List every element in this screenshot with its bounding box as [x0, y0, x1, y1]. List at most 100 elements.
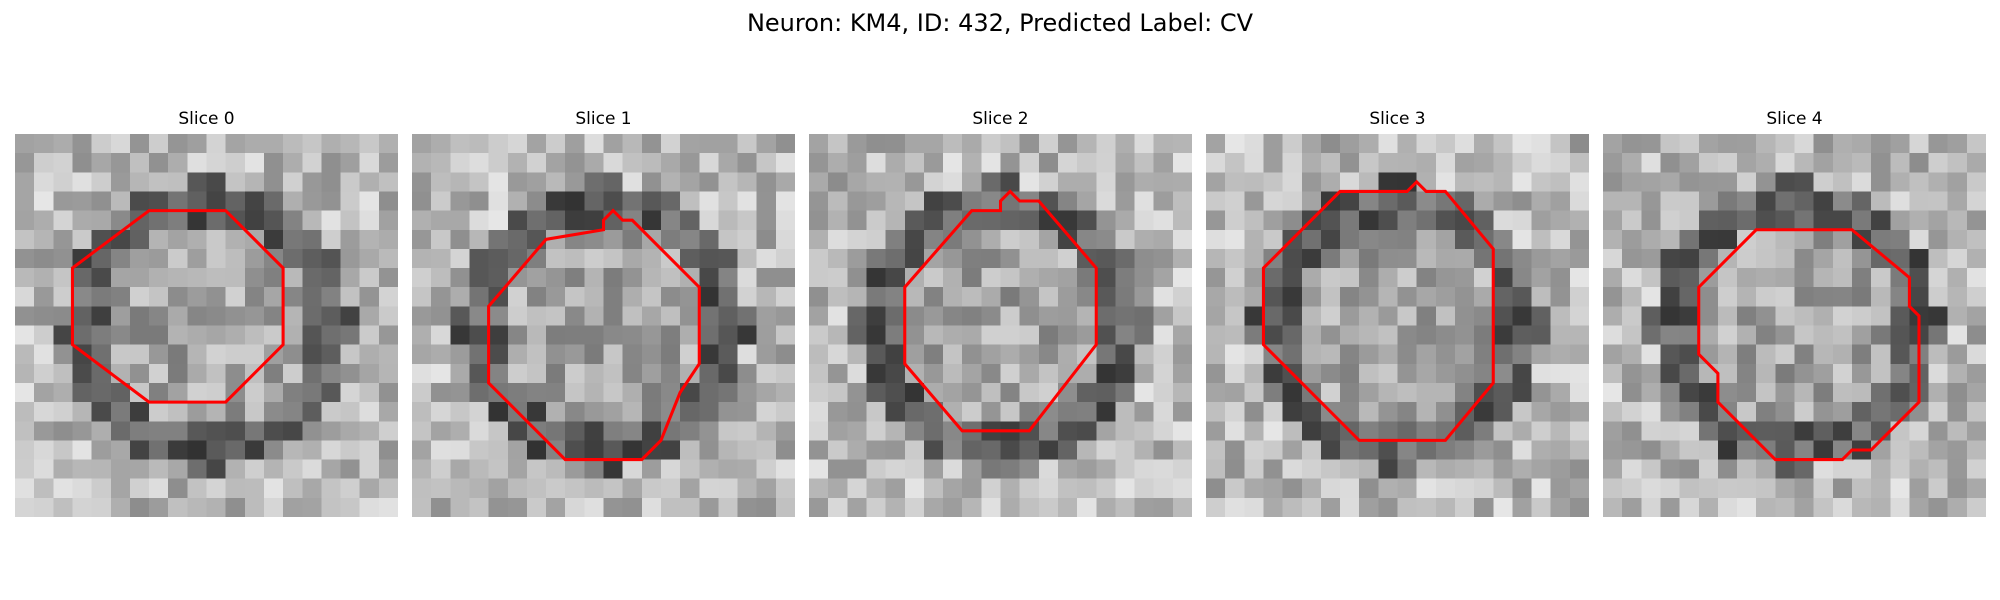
pixel	[1890, 306, 1910, 326]
pixel	[1416, 478, 1437, 499]
pixel	[756, 344, 777, 365]
pixel	[187, 459, 207, 480]
pixel	[488, 153, 509, 173]
pixel	[1775, 440, 1795, 460]
pixel	[283, 459, 303, 480]
pixel	[1263, 153, 1283, 173]
pixel	[1000, 172, 1021, 192]
pixel	[149, 210, 169, 231]
pixel	[1569, 172, 1589, 192]
pixel	[866, 325, 886, 346]
pixel	[412, 172, 432, 192]
pixel	[1947, 134, 1968, 154]
pixel	[1641, 363, 1661, 384]
pixel	[450, 478, 470, 499]
pixel	[15, 363, 35, 384]
pixel	[981, 382, 1001, 403]
pixel	[283, 210, 303, 231]
pixel	[775, 440, 795, 460]
pixel	[225, 191, 246, 211]
pixel	[546, 382, 566, 403]
pixel	[565, 459, 585, 480]
pixel	[546, 172, 566, 192]
pixel	[1206, 134, 1226, 154]
pixel	[775, 268, 795, 288]
pixel	[206, 268, 227, 288]
pixel	[149, 440, 169, 460]
pixel	[866, 268, 886, 288]
pixel	[1603, 459, 1623, 480]
pixel	[1115, 210, 1135, 231]
pixel	[699, 363, 719, 384]
pixel	[699, 172, 719, 192]
pixel	[340, 402, 361, 422]
pixel	[1737, 306, 1757, 326]
pixel	[450, 248, 470, 269]
pixel	[53, 153, 73, 173]
pixel	[34, 229, 54, 250]
pixel	[981, 325, 1001, 346]
pixel	[450, 306, 470, 326]
pixel	[1172, 229, 1192, 250]
pixel	[737, 344, 758, 365]
pixel	[1134, 402, 1155, 422]
pixel	[1622, 287, 1642, 307]
pixel	[737, 478, 758, 499]
pixel	[1320, 134, 1341, 154]
pixel	[1225, 344, 1245, 365]
pixel	[660, 363, 681, 384]
pixel	[1756, 478, 1776, 499]
pixel	[1244, 268, 1264, 288]
pixel	[206, 478, 227, 499]
pixel	[1890, 134, 1910, 154]
pixel	[603, 497, 624, 517]
pixel	[225, 229, 246, 250]
pixel	[431, 382, 451, 403]
pixel	[1474, 191, 1494, 211]
pixel	[1019, 210, 1040, 231]
pixel	[1454, 478, 1475, 499]
pixel	[809, 363, 829, 384]
pixel	[847, 287, 867, 307]
pixel	[450, 382, 470, 403]
pixel	[699, 478, 719, 499]
pixel	[1737, 478, 1757, 499]
pixel	[34, 459, 54, 480]
pixel	[1263, 382, 1283, 403]
pixel	[1038, 497, 1059, 517]
pixel	[1756, 134, 1776, 154]
pixel	[584, 248, 604, 269]
pixel	[622, 382, 643, 403]
pixel	[412, 306, 432, 326]
pixel	[1775, 153, 1795, 173]
pixel	[526, 344, 547, 365]
pixel	[110, 134, 131, 154]
pixel	[1966, 402, 1986, 422]
pixel	[565, 268, 585, 288]
pixel	[1871, 134, 1891, 154]
pixel	[1301, 134, 1322, 154]
pixel	[1153, 478, 1174, 499]
pixel	[283, 363, 303, 384]
pixel	[1756, 229, 1776, 250]
pixel	[828, 459, 848, 480]
pixel	[110, 210, 131, 231]
pixel	[1206, 268, 1226, 288]
pixel	[1301, 421, 1322, 441]
pixel	[1813, 287, 1834, 307]
pixel	[546, 210, 566, 231]
pixel	[321, 287, 341, 307]
pixel	[302, 363, 322, 384]
pixel	[904, 153, 925, 173]
pixel	[149, 191, 169, 211]
pixel	[1172, 402, 1192, 422]
pixel	[1474, 363, 1494, 384]
pixel	[775, 134, 795, 154]
pixel	[72, 306, 92, 326]
pixel	[1851, 497, 1872, 517]
pixel	[660, 497, 681, 517]
pixel	[149, 402, 169, 422]
pixel	[1660, 172, 1680, 192]
pixel	[412, 344, 432, 365]
pixel	[53, 344, 73, 365]
